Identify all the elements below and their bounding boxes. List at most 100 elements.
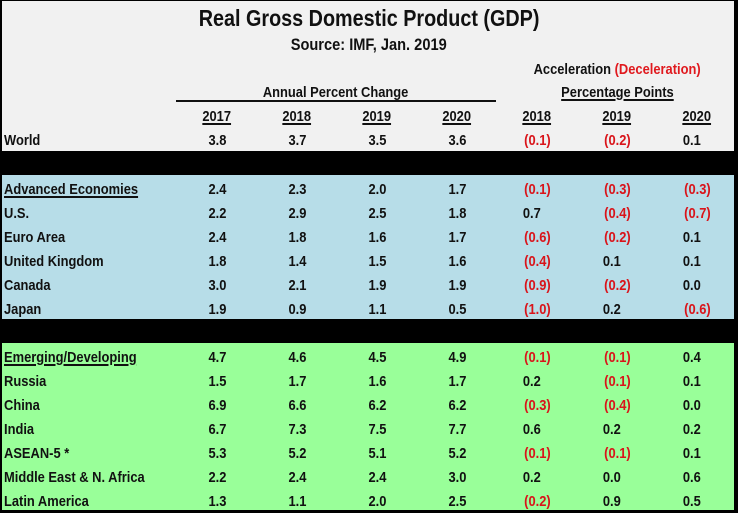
cell-value: 4.6 bbox=[288, 349, 306, 366]
cell-value: 1.3 bbox=[208, 493, 226, 510]
col-header-annual-2017: 2017 bbox=[187, 109, 247, 124]
col-header-text: 2019 bbox=[362, 108, 392, 125]
percentage-point-cell: (1.0) bbox=[507, 301, 567, 318]
cell-value: 2.3 bbox=[288, 181, 306, 198]
annual-change-cell: 1.1 bbox=[347, 301, 407, 318]
cell-value: 1.7 bbox=[448, 229, 466, 246]
annual-percent-change-rule bbox=[176, 100, 496, 102]
percentage-point-cell: 0.6 bbox=[667, 469, 727, 486]
cell-value: 5.2 bbox=[448, 445, 466, 462]
annual-change-cell: 1.5 bbox=[347, 253, 407, 270]
percentage-point-cell: 0.1 bbox=[587, 253, 647, 270]
annual-change-cell: 1.6 bbox=[427, 253, 487, 270]
annual-change-cell: 2.0 bbox=[347, 181, 407, 198]
table-row: Latin America 1.3 1.1 2.0 2.5 (0.2) 0.9 0.5 bbox=[0, 489, 738, 513]
annual-change-cell: 3.5 bbox=[347, 132, 407, 149]
row-label-text: Russia bbox=[4, 373, 47, 390]
col-header-text: 2020 bbox=[682, 108, 712, 125]
annual-change-cell: 3.8 bbox=[187, 132, 247, 149]
col-header-annual-2018: 2018 bbox=[267, 109, 327, 124]
cell-value: 1.5 bbox=[368, 253, 386, 270]
cell-value: 3.5 bbox=[368, 132, 386, 149]
cell-value: (0.1) bbox=[523, 445, 551, 462]
cell-value: (0.4) bbox=[603, 205, 631, 222]
table-row: Canada 3.0 2.1 1.9 1.9 (0.9) (0.2) 0.0 bbox=[0, 273, 738, 297]
cell-value: (0.3) bbox=[603, 181, 631, 198]
cell-value: 1.9 bbox=[448, 277, 466, 294]
cell-value: (0.6) bbox=[683, 301, 711, 318]
percentage-point-cell: 0.2 bbox=[667, 421, 727, 438]
col-header-pp-2018: 2018 bbox=[507, 109, 567, 124]
annual-change-cell: 1.7 bbox=[267, 373, 327, 390]
cell-value: 3.6 bbox=[448, 132, 466, 149]
annual-change-cell: 1.4 bbox=[267, 253, 327, 270]
annual-change-cell: 2.4 bbox=[347, 469, 407, 486]
cell-value: 7.7 bbox=[448, 421, 466, 438]
cell-value: 1.7 bbox=[288, 373, 306, 390]
percentage-point-cell: 0.0 bbox=[667, 277, 727, 294]
annual-change-cell: 2.2 bbox=[187, 469, 247, 486]
percentage-point-cell: 0.0 bbox=[587, 469, 647, 486]
cell-value: 1.1 bbox=[368, 301, 386, 318]
percentage-point-cell: (0.2) bbox=[507, 493, 567, 510]
percentage-point-cell: 0.1 bbox=[667, 373, 727, 390]
annual-change-cell: 5.2 bbox=[267, 445, 327, 462]
cell-value: 4.9 bbox=[448, 349, 466, 366]
percentage-point-cell: 0.6 bbox=[507, 421, 567, 438]
annual-change-cell: 2.0 bbox=[347, 493, 407, 510]
cell-value: 0.4 bbox=[682, 349, 701, 366]
cell-value: 2.2 bbox=[208, 469, 226, 486]
cell-value: 6.2 bbox=[368, 397, 386, 414]
acceleration-label: Acceleration bbox=[533, 61, 611, 78]
percentage-point-cell: (0.2) bbox=[587, 277, 647, 294]
cell-value: 2.5 bbox=[448, 493, 466, 510]
annual-change-cell: 1.7 bbox=[427, 181, 487, 198]
cell-value: 0.2 bbox=[602, 421, 621, 438]
annual-change-cell: 2.1 bbox=[267, 277, 327, 294]
col-header-annual-2019: 2019 bbox=[347, 109, 407, 124]
percentage-point-cell: 0.2 bbox=[587, 301, 647, 318]
cell-value: 0.6 bbox=[522, 421, 541, 438]
table-title: Real Gross Domestic Product (GDP) bbox=[0, 7, 738, 30]
table-row: India 6.7 7.3 7.5 7.7 0.6 0.2 0.2 bbox=[0, 417, 738, 441]
annual-change-cell: 4.9 bbox=[427, 349, 487, 366]
annual-change-cell: 6.9 bbox=[187, 397, 247, 414]
annual-change-cell: 5.3 bbox=[187, 445, 247, 462]
percentage-point-cell: 0.0 bbox=[667, 397, 727, 414]
percentage-point-cell: (0.3) bbox=[507, 397, 567, 414]
cell-value: (0.9) bbox=[523, 277, 551, 294]
col-header-pp-2019: 2019 bbox=[587, 109, 647, 124]
percentage-points-label: Percentage Points bbox=[560, 84, 674, 101]
cell-value: (0.1) bbox=[603, 445, 631, 462]
row-label-text: Advanced Economies bbox=[4, 181, 139, 198]
percentage-point-cell: (0.1) bbox=[507, 181, 567, 198]
cell-value: 0.2 bbox=[602, 301, 621, 318]
annual-change-cell: 2.4 bbox=[187, 229, 247, 246]
cell-value: 1.7 bbox=[448, 373, 466, 390]
percentage-point-cell: 0.9 bbox=[587, 493, 647, 510]
row-label-text: Emerging/Developing bbox=[4, 349, 137, 366]
cell-value: 2.4 bbox=[208, 229, 226, 246]
table-row: ASEAN-5 * 5.3 5.2 5.1 5.2 (0.1) (0.1) 0.1 bbox=[0, 441, 738, 465]
percentage-point-cell: 0.1 bbox=[667, 132, 727, 149]
cell-value: 5.1 bbox=[368, 445, 386, 462]
annual-change-cell: 6.6 bbox=[267, 397, 327, 414]
cell-value: 5.3 bbox=[208, 445, 226, 462]
cell-value: 2.1 bbox=[288, 277, 306, 294]
table-row: Euro Area 2.4 1.8 1.6 1.7 (0.6) (0.2) 0.1 bbox=[0, 225, 738, 249]
row-label-text: Japan bbox=[4, 301, 42, 318]
header-band bbox=[2, 1, 734, 151]
annual-change-cell: 1.6 bbox=[347, 229, 407, 246]
percentage-point-cell: (0.4) bbox=[507, 253, 567, 270]
row-label-text: Latin America bbox=[4, 493, 89, 510]
annual-change-cell: 1.7 bbox=[427, 373, 487, 390]
percentage-point-cell: (0.1) bbox=[587, 373, 647, 390]
annual-change-cell: 3.0 bbox=[187, 277, 247, 294]
cell-value: 0.1 bbox=[682, 132, 701, 149]
annual-change-cell: 6.2 bbox=[347, 397, 407, 414]
cell-value: 6.7 bbox=[208, 421, 226, 438]
cell-value: (0.4) bbox=[523, 253, 551, 270]
annual-change-cell: 2.5 bbox=[347, 205, 407, 222]
cell-value: 7.5 bbox=[368, 421, 386, 438]
